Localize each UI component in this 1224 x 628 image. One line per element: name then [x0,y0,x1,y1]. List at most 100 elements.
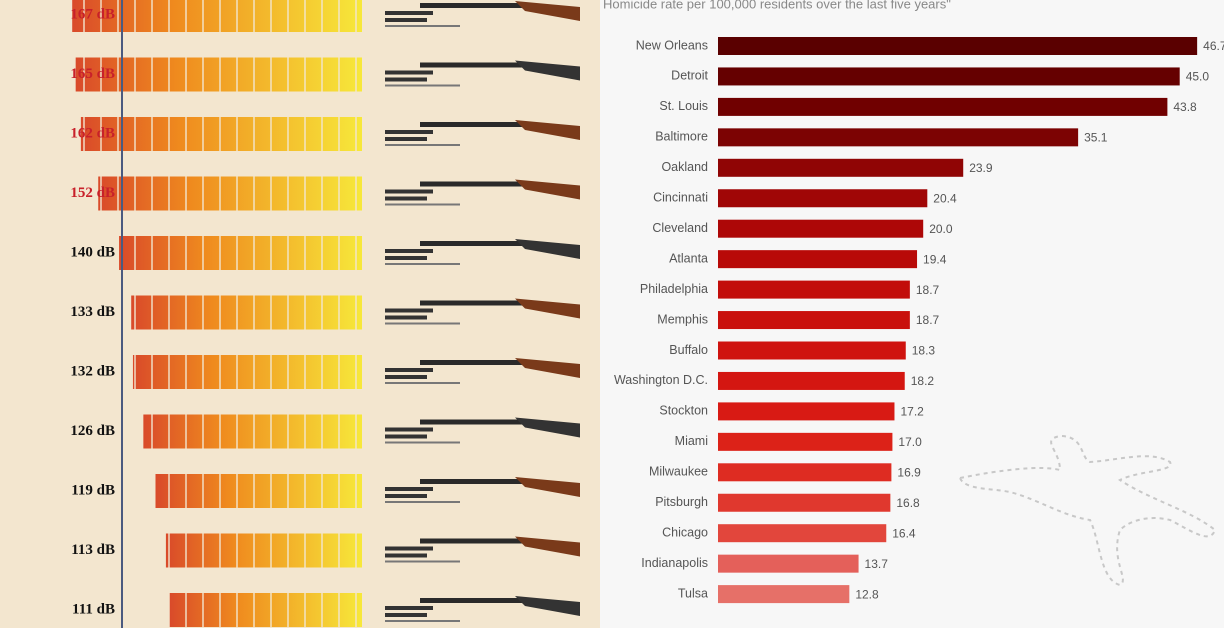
gun-caption [385,130,433,134]
gun-stock [515,60,580,81]
bar-stripes [75,57,363,92]
y-tick-label: Cleveland [652,221,708,235]
bar [718,432,893,451]
value-label: 19.4 [923,252,947,266]
gun-caption [385,322,460,325]
y-tick-label: New Orleans [636,38,708,52]
gun-caption [385,144,460,146]
gun-caption [385,77,427,82]
gun-barrel [420,181,530,187]
gun-caption [385,375,427,379]
value-label: 23.9 [969,161,993,175]
gun-stock [515,358,580,378]
y-tick-label: Philadelphia [640,282,708,296]
gun-caption [385,560,460,563]
gun-caption [385,25,460,27]
gun-stock [515,1,580,21]
value-label: 45.0 [1186,70,1210,84]
bar-stripes [132,355,362,389]
bar-stripes [169,593,362,627]
bar-stripes [119,236,362,270]
y-tick-label: Buffalo [669,343,708,357]
value-label: 18.7 [916,283,940,297]
gun-caption [385,196,427,201]
bar [718,463,892,482]
bar [718,554,859,573]
chart-title: Homicide rate per 100,000 residents over… [603,0,951,11]
gun-caption [385,18,427,22]
bar [718,402,895,421]
gun-caption [385,256,427,260]
y-tick-label: St. Louis [659,99,708,113]
bar [718,524,887,543]
bar-stripes [72,0,363,32]
y-tick-label: Stockton [659,404,708,418]
gun-barrel [420,300,530,306]
gun-caption [385,263,460,265]
value-label: 43.8 [1173,100,1197,114]
value-label: 20.0 [929,222,953,236]
gun-stock [515,477,580,497]
bar [718,97,1168,116]
y-tick-label: Oakland [661,160,708,174]
value-label: 165 dB [70,66,115,82]
bar [718,37,1198,55]
gun-caption [385,189,433,194]
gun-barrel [420,3,530,8]
gun-barrel [420,538,530,544]
gun-caption [385,137,427,141]
value-label: 18.2 [911,374,935,388]
value-label: 17.2 [900,405,924,419]
gun-barrel [420,419,530,425]
gun-barrel [420,479,530,484]
bar [718,128,1079,147]
gun-barrel [420,598,530,603]
bar-stripes [165,533,362,568]
chalk-outline [958,434,1217,587]
bar [718,189,928,208]
value-label: 16.4 [892,526,916,540]
value-label: 162 dB [70,125,115,141]
value-label: 119 dB [71,482,115,498]
gun-caption [385,70,433,75]
bar-stripes [155,474,362,508]
decibel-chart: 167 dB 165 dB 162 dB 152 dB 140 dB 133 dB 132 … [70,0,580,627]
y-tick-label: Washington D.C. [614,373,708,387]
y-tick-label: Indianapolis [641,556,708,570]
bar [718,493,891,512]
gun-caption [385,249,433,253]
value-label: 126 dB [70,423,115,439]
gun-stock [515,298,580,319]
gun-stock [515,596,580,616]
gun-caption [385,494,427,498]
y-tick-label: Baltimore [655,130,708,144]
gun-caption [385,11,433,15]
gun-stock [515,536,580,557]
y-tick-label: Miami [675,434,708,448]
value-label: 13.7 [865,557,889,571]
y-tick-label: Pitsburgh [655,495,708,509]
bar [718,311,910,330]
gun-caption [385,434,427,439]
gun-barrel [420,360,530,365]
gun-barrel [420,62,530,68]
value-label: 133 dB [70,304,115,320]
value-label: 18.7 [916,313,940,327]
gun-stock [515,120,580,140]
bar [718,158,964,177]
gun-caption [385,84,460,87]
value-label: 111 dB [72,601,115,617]
gun-caption [385,427,433,432]
homicide-chart: New Orleans 46.7 Detroit 45.0 St. Louis 43.8 B… [614,37,1224,604]
value-label: 46.7 [1203,39,1224,53]
gun-caption [385,553,427,558]
gun-caption [385,613,427,617]
y-tick-label: Atlanta [669,251,708,265]
value-label: 20.4 [933,191,957,205]
value-label: 16.9 [897,465,921,479]
bar [718,250,918,269]
bar-stripes [143,414,362,449]
value-label: 18.3 [912,344,936,358]
value-label: 152 dB [70,185,115,201]
gun-barrel [420,122,530,127]
